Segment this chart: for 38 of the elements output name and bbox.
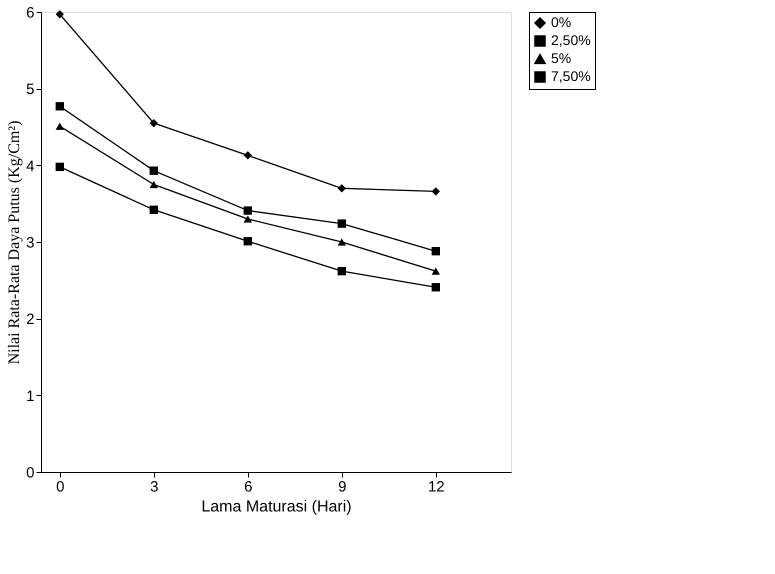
legend-label: 7,50% xyxy=(551,68,591,84)
point xyxy=(338,184,346,193)
x-tick-label: 6 xyxy=(244,478,252,496)
x-axis-title: Lama Maturasi (Hari) xyxy=(201,498,352,516)
y-axis-title: Nilai Rata-Rata Daya Putus (Kg/Cm²) xyxy=(6,120,24,364)
y-tick-label: 4 xyxy=(26,158,34,175)
legend-label: 0% xyxy=(551,14,572,30)
point xyxy=(432,268,440,275)
x-tick-label: 9 xyxy=(338,478,346,496)
point xyxy=(432,187,440,196)
point xyxy=(244,215,252,223)
y-tick-label: 2 xyxy=(26,311,34,328)
point xyxy=(338,266,346,276)
point xyxy=(338,238,346,246)
y-tick-label: 3 xyxy=(26,234,34,252)
point xyxy=(56,10,64,18)
point xyxy=(338,219,346,228)
point xyxy=(150,166,158,175)
legend-label: 5% xyxy=(551,50,572,66)
point xyxy=(56,162,64,172)
point xyxy=(244,151,252,160)
y-tick-label: 0 xyxy=(26,464,34,482)
point xyxy=(150,180,158,188)
x-tick-label: 0 xyxy=(56,478,64,496)
x-tick-label: 12 xyxy=(428,478,445,496)
point xyxy=(244,206,252,215)
point xyxy=(432,283,440,292)
y-tick-label: 1 xyxy=(26,388,34,405)
y-tick-label: 5 xyxy=(26,81,34,98)
point xyxy=(150,206,158,214)
point xyxy=(56,102,64,110)
point xyxy=(244,237,252,246)
point xyxy=(432,247,440,256)
x-tick-label: 3 xyxy=(150,478,158,496)
legend-label: 2,50% xyxy=(551,32,591,48)
y-tick-label: 6 xyxy=(26,4,34,22)
point xyxy=(150,118,158,128)
point xyxy=(56,122,64,130)
